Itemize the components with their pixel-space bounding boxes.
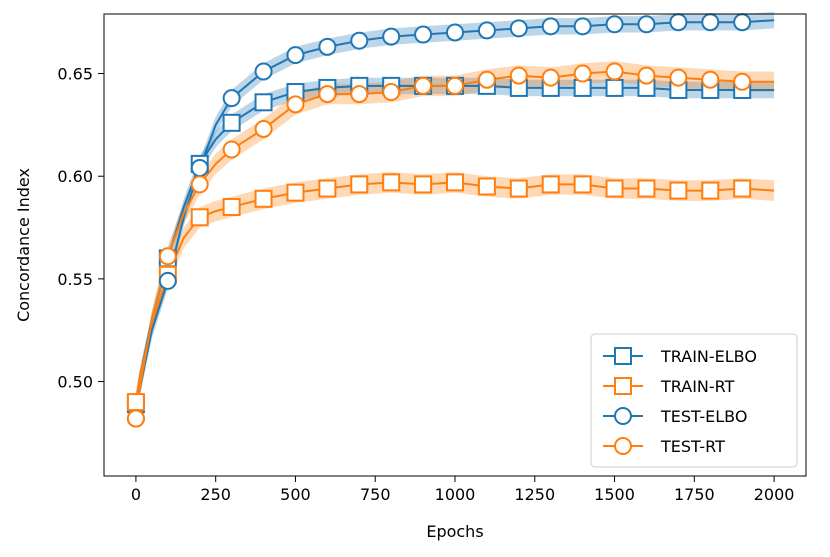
train-rt-point xyxy=(669,181,688,200)
train-rt-legend-marker xyxy=(614,377,632,395)
train-rt-point xyxy=(477,177,496,196)
test-elbo-legend-label: TEST-ELBO xyxy=(660,407,747,426)
train-elbo-point xyxy=(254,93,273,112)
test-elbo-point xyxy=(701,13,720,32)
x-axis-title: Epochs xyxy=(426,522,483,541)
x-tick-label: 0 xyxy=(131,485,141,504)
x-tick-label: 1250 xyxy=(514,485,555,504)
train-elbo-legend-label: TRAIN-ELBO xyxy=(660,347,757,366)
test-elbo-point xyxy=(605,15,624,34)
train-rt-point xyxy=(190,208,209,227)
y-axis-ticks: 0.50 0.55 0.60 0.65 xyxy=(57,65,104,392)
test-elbo-point xyxy=(158,271,177,290)
test-elbo-point xyxy=(446,23,464,42)
train-rt-point xyxy=(350,175,369,194)
train-rt-point xyxy=(637,179,656,198)
train-rt-point xyxy=(414,175,433,194)
test-rt-point xyxy=(190,175,209,194)
y-tick-label: 0.65 xyxy=(57,65,93,84)
test-elbo-point xyxy=(637,15,656,34)
y-tick-label: 0.50 xyxy=(57,373,93,392)
test-rt-point xyxy=(158,247,177,266)
test-elbo-point xyxy=(222,89,241,108)
x-tick-label: 750 xyxy=(360,485,391,504)
test-elbo-point xyxy=(190,159,209,177)
test-rt-point xyxy=(446,76,464,95)
train-rt-point xyxy=(382,173,401,192)
train-elbo-point xyxy=(222,113,241,132)
x-tick-label: 500 xyxy=(280,485,311,504)
test-elbo-point xyxy=(733,13,752,32)
test-rt-point xyxy=(669,68,688,87)
test-elbo-point xyxy=(573,17,592,36)
test-elbo-point xyxy=(286,46,305,65)
test-rt-point xyxy=(541,68,560,87)
test-elbo-point xyxy=(350,31,369,50)
train-rt-point xyxy=(318,179,337,198)
x-axis-ticks: 0 250 500 750 1000 1250 1500 1750 2000 xyxy=(131,476,795,504)
test-elbo-point xyxy=(318,37,337,56)
train-rt-point xyxy=(541,175,560,194)
legend: TRAIN-ELBO TRAIN-RT TEST-ELBO TEST-RT xyxy=(590,333,798,468)
test-rt-legend-label: TEST-RT xyxy=(660,437,725,456)
test-rt-point xyxy=(509,66,528,85)
train-elbo-point xyxy=(605,78,624,97)
train-rt-point xyxy=(509,179,528,198)
y-tick-label: 0.55 xyxy=(57,270,93,289)
test-elbo-point xyxy=(477,21,496,40)
test-rt-legend-marker xyxy=(614,437,632,455)
train-rt-legend-label: TRAIN-RT xyxy=(660,377,735,396)
y-axis-title: Concordance Index xyxy=(14,168,33,322)
test-elbo-point xyxy=(541,17,560,36)
test-elbo-point xyxy=(382,27,401,46)
legend-box xyxy=(590,333,798,468)
train-rt-point xyxy=(254,189,273,208)
test-rt-point xyxy=(414,76,433,95)
series-markers xyxy=(126,13,752,428)
test-elbo-point xyxy=(254,62,273,81)
x-tick-label: 1000 xyxy=(435,485,476,504)
test-rt-point xyxy=(318,85,337,104)
train-rt-point xyxy=(573,175,592,194)
train-elbo-legend-marker xyxy=(614,347,632,365)
train-rt-point xyxy=(286,183,305,202)
test-rt-point xyxy=(286,95,305,114)
test-rt-point xyxy=(605,62,624,81)
test-rt-point xyxy=(701,70,720,89)
train-rt-point xyxy=(126,393,145,412)
x-tick-label: 1500 xyxy=(594,485,635,504)
train-rt-point xyxy=(701,181,720,200)
x-tick-label: 1750 xyxy=(674,485,715,504)
test-elbo-point xyxy=(414,25,433,44)
test-elbo-legend-marker xyxy=(614,407,632,425)
test-rt-point xyxy=(126,409,145,428)
test-rt-point xyxy=(573,64,592,83)
train-rt-point xyxy=(446,173,464,192)
test-rt-point xyxy=(733,72,752,91)
test-rt-point xyxy=(382,83,401,102)
test-elbo-point xyxy=(669,13,688,32)
test-rt-point xyxy=(477,70,496,89)
train-rt-point xyxy=(222,198,241,217)
test-rt-point xyxy=(254,119,273,138)
test-rt-point xyxy=(222,140,241,159)
test-rt-point xyxy=(637,66,656,85)
train-rt-point xyxy=(733,179,752,198)
x-tick-label: 2000 xyxy=(754,485,795,504)
train-rt-point xyxy=(605,179,624,198)
test-elbo-point xyxy=(509,19,528,38)
y-tick-label: 0.60 xyxy=(57,167,93,186)
test-rt-point xyxy=(350,85,369,104)
x-tick-label: 250 xyxy=(200,485,231,504)
